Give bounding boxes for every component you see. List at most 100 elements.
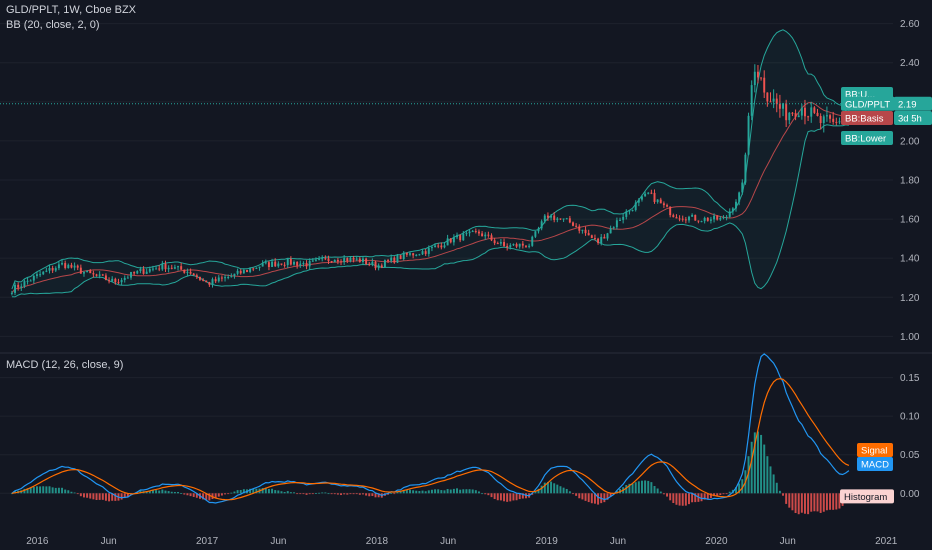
candle	[114, 277, 117, 285]
histogram-bar	[29, 487, 32, 494]
svg-text:3d 5h: 3d 5h	[898, 114, 922, 125]
histogram-bar	[785, 493, 788, 504]
candle	[562, 218, 565, 222]
candle	[731, 207, 734, 215]
bb-fill	[11, 29, 849, 297]
y-tick-label: 1.00	[900, 332, 920, 343]
histogram-bar	[151, 490, 154, 494]
histogram-bar	[691, 493, 694, 503]
histogram-bar	[772, 474, 775, 494]
candle	[553, 212, 556, 223]
histogram-bar	[750, 441, 753, 494]
candle	[487, 231, 490, 238]
candle	[130, 271, 132, 280]
histogram-bar	[503, 493, 506, 502]
histogram-bar	[766, 456, 769, 494]
candle	[490, 233, 493, 242]
histogram-bar	[92, 493, 95, 500]
histogram-bar	[277, 490, 280, 494]
symbol-legend[interactable]: GLD/PPLT, 1W, Cboe BZX	[6, 4, 137, 16]
histogram-bar	[512, 493, 515, 501]
signal-line	[11, 378, 850, 501]
histogram-bar	[321, 492, 324, 494]
bb-legend[interactable]: BB (20, close, 2, 0)	[6, 19, 100, 31]
candle	[283, 262, 286, 268]
candle	[794, 109, 797, 121]
candle	[506, 243, 509, 251]
svg-text:MACD: MACD	[861, 460, 889, 471]
candle	[289, 256, 292, 266]
macd-legend[interactable]: MACD (12, 26, close, 9)	[6, 359, 124, 371]
histogram-bar	[424, 491, 427, 494]
candle	[399, 254, 402, 260]
histogram-bar	[399, 491, 402, 494]
x-tick-label: Jun	[101, 536, 117, 547]
histogram-bar	[713, 493, 716, 497]
histogram-bar	[703, 493, 706, 500]
y-tick-label: 1.40	[900, 254, 920, 265]
histogram-bar	[719, 493, 722, 496]
histogram-bar	[706, 493, 709, 500]
candle	[186, 268, 189, 276]
candle	[797, 111, 800, 118]
grid-lines	[0, 23, 932, 494]
x-tick-label: Jun	[610, 536, 626, 547]
candle	[509, 243, 512, 250]
histogram-bar	[177, 491, 180, 494]
histogram-bar	[678, 493, 681, 506]
candle	[662, 201, 665, 209]
candle	[302, 261, 305, 267]
candle	[249, 267, 252, 274]
candle	[709, 216, 712, 224]
candle	[155, 265, 158, 270]
histogram-bar	[267, 488, 270, 494]
candle	[644, 191, 647, 197]
candle	[424, 249, 427, 256]
histogram-bar	[553, 483, 556, 494]
histogram-bar	[390, 493, 393, 494]
bb-lower-tag: BB:Lower	[841, 130, 893, 145]
candle	[139, 266, 142, 274]
candle	[126, 275, 129, 279]
candle	[810, 101, 813, 123]
histogram-bar	[581, 493, 584, 500]
histogram-bar	[327, 493, 330, 495]
x-tick-label: 2019	[536, 536, 559, 547]
histogram-bar	[468, 489, 471, 494]
histogram-bar	[559, 486, 562, 494]
macd-line	[11, 353, 850, 504]
candle	[349, 256, 352, 263]
histogram-bar	[593, 493, 596, 504]
histogram-bar	[233, 491, 236, 494]
candle	[117, 278, 120, 285]
histogram-bar	[45, 486, 48, 494]
histogram-bar	[283, 491, 286, 494]
candle	[170, 264, 173, 270]
histogram-bar	[681, 493, 684, 506]
histogram-bar	[79, 493, 82, 497]
candle	[308, 258, 311, 270]
candle	[496, 241, 499, 245]
candle	[606, 232, 609, 241]
candle	[39, 270, 42, 278]
candle	[462, 230, 465, 241]
macd-y-tick-label: 0.10	[900, 412, 920, 423]
x-tick-label: Jun	[440, 536, 456, 547]
histogram-bar	[393, 493, 396, 495]
candle	[136, 270, 139, 275]
candle	[402, 251, 405, 261]
candle	[716, 215, 719, 221]
candle	[29, 279, 32, 282]
histogram-bar	[42, 486, 45, 494]
bb-basis-line	[11, 101, 850, 294]
histogram-bar	[631, 483, 634, 494]
candle	[782, 102, 785, 117]
candle	[822, 114, 825, 133]
candle	[252, 267, 255, 272]
histogram-bar	[556, 484, 559, 494]
histogram-bar	[659, 491, 662, 494]
histogram-tag: Histogram	[840, 489, 894, 504]
candle	[829, 113, 832, 123]
candle	[525, 245, 527, 248]
